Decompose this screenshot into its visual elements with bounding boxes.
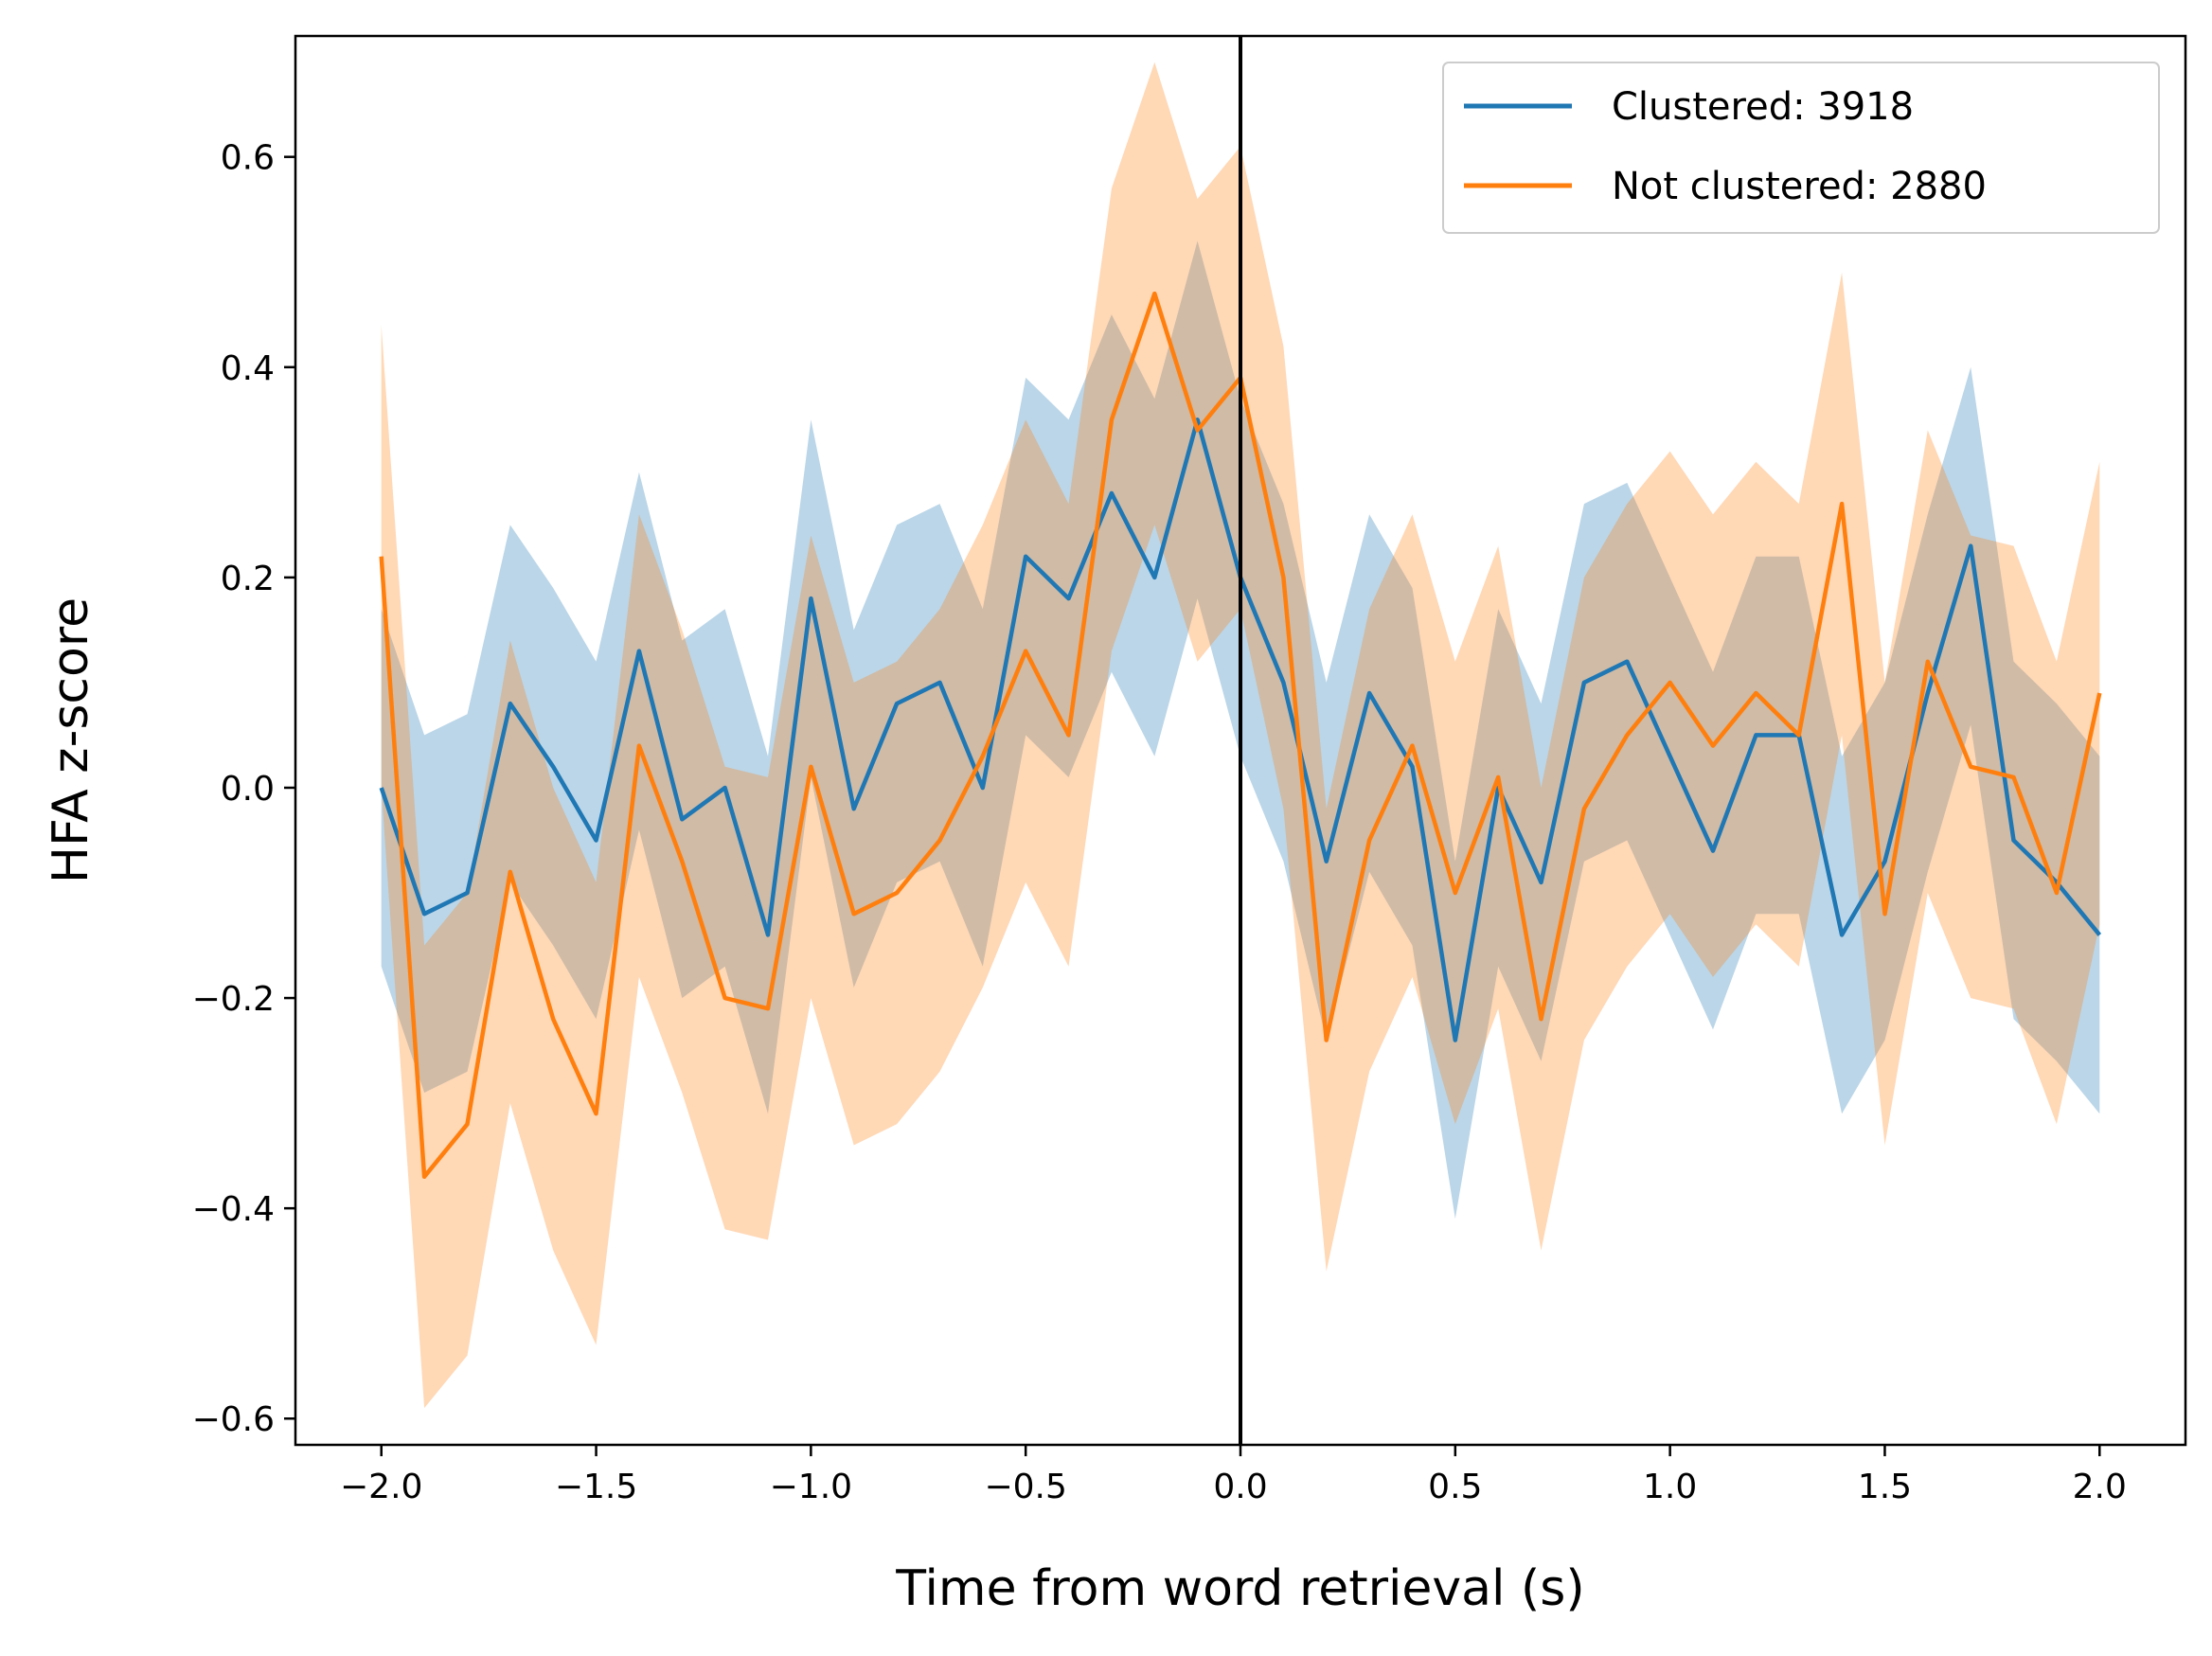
legend-box xyxy=(1442,62,2160,234)
y-tick-label: −0.4 xyxy=(192,1190,275,1229)
y-axis-label: HFA z-score xyxy=(43,597,99,883)
x-tick-label: −0.5 xyxy=(984,1468,1066,1506)
x-axis: −2.0 −1.5 −1.0 −0.5 0.0 0.5 1.0 1.5 2.0 xyxy=(340,1445,2127,1506)
x-tick-label: 2.0 xyxy=(2073,1468,2127,1506)
x-tick-label: −2.0 xyxy=(340,1468,422,1506)
x-tick-label: 1.0 xyxy=(1643,1468,1697,1506)
y-axis: −0.6 −0.4 −0.2 0.0 0.2 0.4 0.6 xyxy=(192,139,295,1439)
y-tick-label: 0.4 xyxy=(221,349,275,388)
y-tick-label: 0.2 xyxy=(221,560,275,598)
x-tick-label: 0.0 xyxy=(1213,1468,1267,1506)
legend: Clustered: 3918 Not clustered: 2880 xyxy=(1442,62,2160,234)
plot-area xyxy=(379,36,2102,1445)
y-tick-label: 0.6 xyxy=(221,139,275,178)
x-tick-label: −1.0 xyxy=(770,1468,852,1506)
y-tick-label: −0.2 xyxy=(192,980,275,1019)
x-tick-label: −1.5 xyxy=(555,1468,637,1506)
x-tick-label: 0.5 xyxy=(1428,1468,1482,1506)
legend-label-clustered: Clustered: 3918 xyxy=(1612,85,1914,129)
legend-label-not-clustered: Not clustered: 2880 xyxy=(1612,165,1987,208)
y-tick-label: 0.0 xyxy=(221,770,275,809)
x-axis-label: Time from word retrieval (s) xyxy=(895,1560,1584,1617)
x-tick-label: 1.5 xyxy=(1858,1468,1912,1506)
y-tick-label: −0.6 xyxy=(192,1400,275,1439)
